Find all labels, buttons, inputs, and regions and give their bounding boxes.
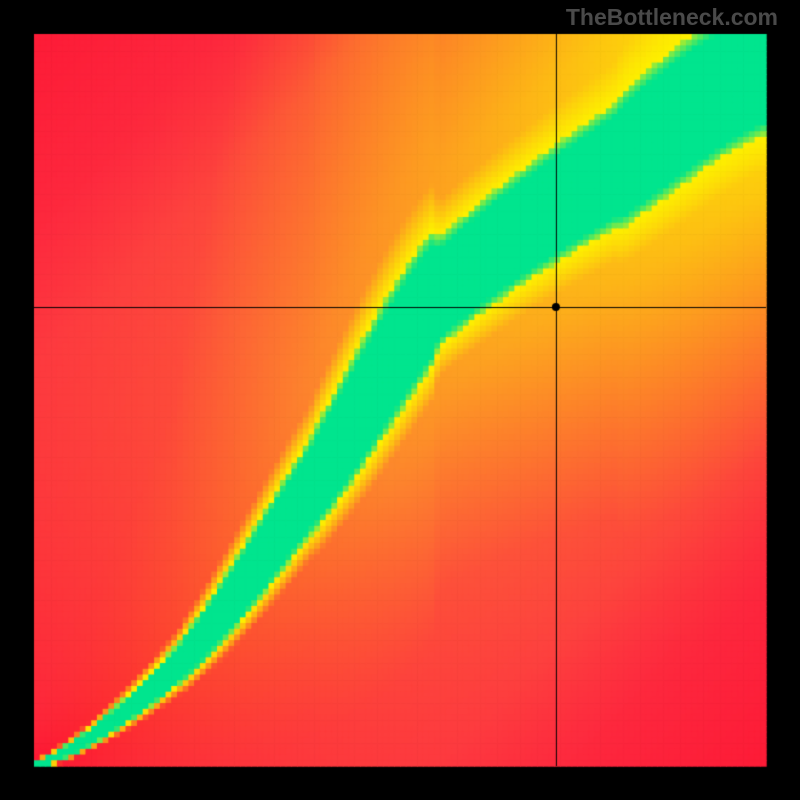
chart-container: TheBottleneck.com	[0, 0, 800, 800]
watermark-text: TheBottleneck.com	[566, 4, 778, 31]
bottleneck-heatmap	[0, 0, 800, 800]
